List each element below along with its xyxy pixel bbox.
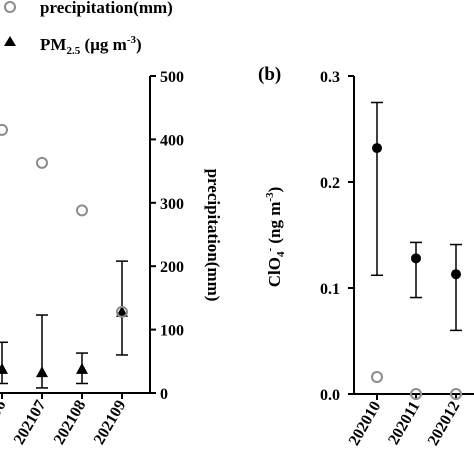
panel-a-precipitation-point <box>0 123 8 136</box>
panel-b-y-label: ClO4- (ng m-3) <box>264 187 287 288</box>
panel-a-y-tick-label: 100 <box>160 323 184 340</box>
legend-triangle-icon <box>4 36 16 46</box>
panel-a: precipitation(mm) 0 100 200 300 400 500 20210… <box>0 69 223 448</box>
panel-a-y-ticks: 0 100 200 300 400 500 <box>150 69 184 403</box>
panel-b-y-tick-label: 0.1 <box>320 281 340 298</box>
panel-a-x-tick-label: 202109 <box>91 398 130 448</box>
panel-b-label: (b) <box>258 64 281 85</box>
panel-b-x-ticks: 202010 202011 202012 <box>346 394 464 449</box>
panel-a-y-tick-label: 400 <box>160 132 184 149</box>
panel-a-pm25-point <box>76 362 88 374</box>
panel-a-marks <box>0 123 128 389</box>
panel-a-right-y-label: precipitation(mm) <box>204 169 223 302</box>
panel-a-y-tick-label: 300 <box>160 196 184 213</box>
panel-a-y-tick-label: 500 <box>160 69 184 86</box>
panel-b-y-tick-label: 0.3 <box>320 69 340 86</box>
legend-precipitation-label: precipitation(mm) <box>40 0 173 17</box>
panel-a-x-ticks: 202106 202107 202108 202109 <box>0 393 129 448</box>
panel-b-precipitation-point <box>410 388 422 400</box>
legend-open-circle-icon <box>4 1 16 13</box>
panel-b-precipitation-point <box>450 388 462 400</box>
panel-b-marks <box>371 101 462 400</box>
panel-b-clo4-point <box>451 269 461 280</box>
panel-b-x-tick-label: 202011 <box>385 399 423 448</box>
panel-a-y-tick-label: 0 <box>160 386 168 403</box>
panel-a-precipitation-point <box>36 156 48 169</box>
panel-b-y-ticks: 0.0 0.1 0.2 0.3 <box>320 69 354 404</box>
panel-b-x-tick-label: 202012 <box>425 399 464 449</box>
panel-b-x-tick-label: 202010 <box>346 399 385 449</box>
panel-a-precipitation-point <box>116 305 128 318</box>
panel-b-y-tick-label: 0.0 <box>320 387 340 404</box>
panel-b-clo4-point <box>372 143 382 154</box>
panel-b-y-tick-label: 0.2 <box>320 175 340 192</box>
legend-pm25-label: PM2.5 (µg m-3) <box>40 34 142 57</box>
panel-a-x-tick-label: 202106 <box>0 398 9 448</box>
panel-a-pm25-point <box>36 366 48 378</box>
panel-a-x-tick-label: 202107 <box>11 398 50 448</box>
panel-a-pm25-point <box>0 362 8 374</box>
panel-b-precipitation-point <box>371 371 383 384</box>
panel-b-clo4-point <box>411 253 421 264</box>
panel-b: (b) ClO4- (ng m-3) 0.00.10.20.3 202010 20… <box>258 64 474 449</box>
panel-a-precipitation-point <box>76 204 88 217</box>
panel-a-y-tick-label: 200 <box>160 259 184 276</box>
legend: precipitation(mm) PM2.5 (µg m-3) <box>4 0 173 57</box>
panel-a-x-tick-label: 202108 <box>51 398 90 448</box>
panel-a-pm25-point <box>116 305 128 317</box>
